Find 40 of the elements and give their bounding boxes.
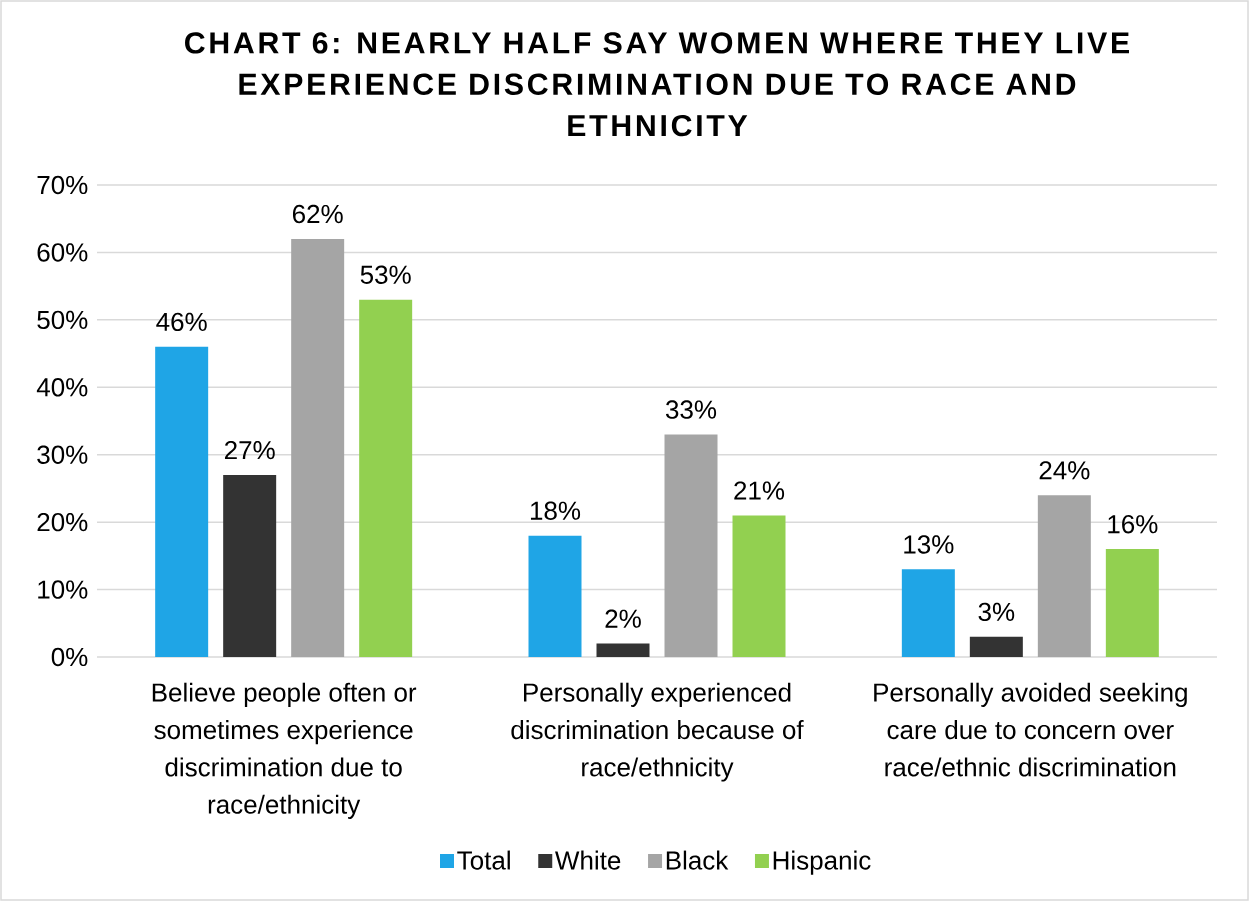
data-label: 46% xyxy=(156,312,207,332)
bar xyxy=(1037,495,1091,657)
y-tick-label: 40% xyxy=(36,378,88,397)
data-label: 24% xyxy=(1039,461,1090,480)
bar xyxy=(291,238,345,657)
y-tick-label: 0% xyxy=(51,647,88,667)
bar xyxy=(359,299,413,657)
data-label: 27% xyxy=(224,440,275,460)
data-label: 16% xyxy=(1108,515,1158,534)
bar xyxy=(969,636,1023,657)
data-label: 18% xyxy=(530,501,581,520)
bar xyxy=(732,515,786,657)
x-tick-label: Personally experienced discrimination because of race/ethnicity xyxy=(511,682,804,782)
legend-label: Hispanic xyxy=(773,850,871,875)
bar xyxy=(901,569,955,657)
data-label: 33% xyxy=(665,400,717,419)
data-label: 3% xyxy=(978,602,1015,622)
bar xyxy=(223,474,277,657)
x-tick-label: Believe people often or sometimes experience discrimination due to race/ethnicity xyxy=(152,682,417,819)
data-label: 13% xyxy=(904,535,954,554)
data-label: 53% xyxy=(360,265,411,284)
x-tick-label: Personally avoided seeking care due to concern over race/ethnic discrimination xyxy=(874,682,1187,777)
bar xyxy=(528,535,582,657)
y-tick-label: 70% xyxy=(37,175,88,195)
legend-label: Total xyxy=(457,850,510,870)
data-label: 62% xyxy=(292,204,343,224)
bar xyxy=(1105,549,1159,657)
chart-title: CHART 6: NEARLY HALF SAY WOMEN WHERE THEY LIVE EXPERIENCE DISCRIMINATION DUE TO RACE AND ETHNICITY xyxy=(185,32,1129,137)
y-tick-label: 50% xyxy=(37,310,88,330)
data-label: 2% xyxy=(605,609,641,628)
y-tick-label: 30% xyxy=(37,445,88,464)
bar xyxy=(155,346,209,657)
data-label: 21% xyxy=(734,481,785,500)
legend-label: White xyxy=(555,850,621,870)
y-tick-label: 60% xyxy=(37,243,88,262)
y-tick-label: 10% xyxy=(38,580,88,599)
bar xyxy=(596,643,650,657)
legend-label: Black xyxy=(666,850,729,870)
bar xyxy=(664,434,718,657)
y-tick-label: 20% xyxy=(37,512,88,532)
